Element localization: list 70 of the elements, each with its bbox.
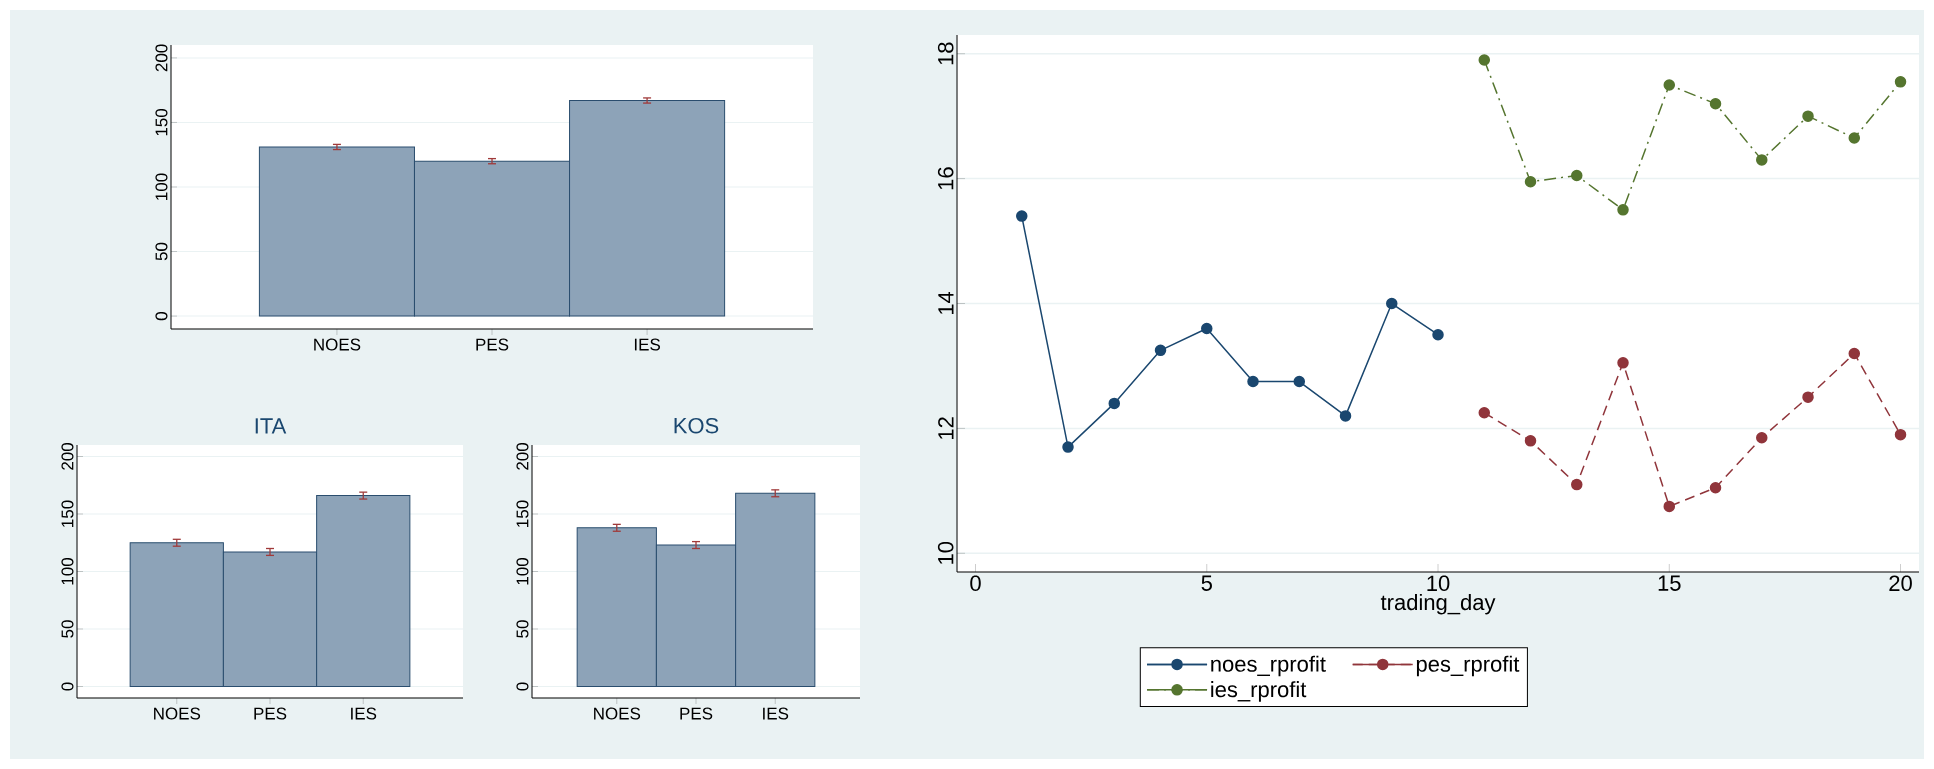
legend-label: ies_rprofit: [1211, 681, 1307, 702]
y-tick-label: 200: [155, 44, 168, 72]
y-tick-label: 18: [937, 42, 954, 65]
x-tick-label: NOES: [594, 707, 641, 720]
legend-label: pes_rprofit: [1416, 655, 1520, 677]
point: [1478, 54, 1491, 66]
y-tick-label: 100: [516, 557, 529, 585]
point: [1339, 410, 1352, 422]
x-tick-label: IES: [351, 707, 377, 720]
point: [1062, 441, 1074, 453]
point: [1386, 297, 1398, 310]
y-tick-label: 50: [155, 242, 168, 261]
point: [1432, 328, 1444, 341]
x-tick-label: 10: [1427, 575, 1450, 592]
y-tick-label: 16: [937, 167, 954, 190]
point: [1108, 397, 1121, 410]
point: [1802, 110, 1814, 122]
y-tick-label: 200: [516, 442, 529, 470]
legend-label: noes_rprofit: [1211, 655, 1326, 677]
x-tick-label: 5: [1201, 575, 1212, 591]
point: [1848, 132, 1861, 144]
point: [1571, 478, 1583, 491]
x-tick-label: PES: [254, 707, 287, 720]
point: [1848, 347, 1861, 360]
point: [1756, 432, 1768, 444]
y-tick-label: 150: [61, 500, 74, 527]
point: [1478, 407, 1491, 419]
y-tick-label: 50: [61, 620, 74, 638]
y-tick-label: 14: [938, 291, 954, 315]
point: [1247, 375, 1259, 388]
y-tick-label: 150: [516, 500, 529, 527]
y-tick-label: 100: [155, 173, 168, 200]
x-tick-label: NOES: [314, 338, 361, 351]
point: [1802, 391, 1814, 403]
x-tick-label: IES: [763, 707, 789, 720]
point: [1016, 210, 1028, 222]
chart-title: KOS: [674, 417, 719, 434]
x-tick-label: PES: [680, 707, 713, 720]
point: [1617, 204, 1629, 216]
point: [1154, 344, 1167, 357]
x-tick-label: IES: [634, 338, 660, 351]
x-tick-label: 20: [1889, 575, 1912, 592]
y-tick-label: 10: [937, 541, 954, 564]
point: [1571, 169, 1583, 182]
x-tick-label: 15: [1658, 575, 1681, 591]
x-tick-label: 0: [970, 575, 981, 592]
x-tick-label: PES: [476, 338, 509, 351]
x-axis-title: trading_day: [1380, 593, 1496, 615]
point: [1617, 357, 1629, 369]
y-tick-label: 100: [61, 557, 74, 585]
y-tick-label: 0: [61, 682, 74, 691]
y-tick-label: 200: [61, 442, 74, 470]
y-tick-label: 12: [938, 417, 954, 439]
y-tick-label: 50: [516, 620, 529, 638]
y-tick-label: 0: [155, 312, 168, 321]
point: [1293, 375, 1306, 388]
point: [1709, 481, 1722, 494]
point: [1709, 97, 1722, 110]
point: [1524, 435, 1537, 447]
y-tick-label: 0: [516, 682, 529, 691]
point: [1756, 154, 1768, 166]
point: [1201, 322, 1213, 335]
x-tick-label: NOES: [154, 707, 201, 720]
point: [1663, 79, 1676, 91]
point: [1894, 428, 1907, 441]
y-tick-label: 150: [155, 108, 168, 136]
point: [1524, 175, 1537, 188]
point: [1663, 500, 1676, 513]
point: [1894, 76, 1907, 88]
chart-title: ITA: [255, 418, 287, 434]
